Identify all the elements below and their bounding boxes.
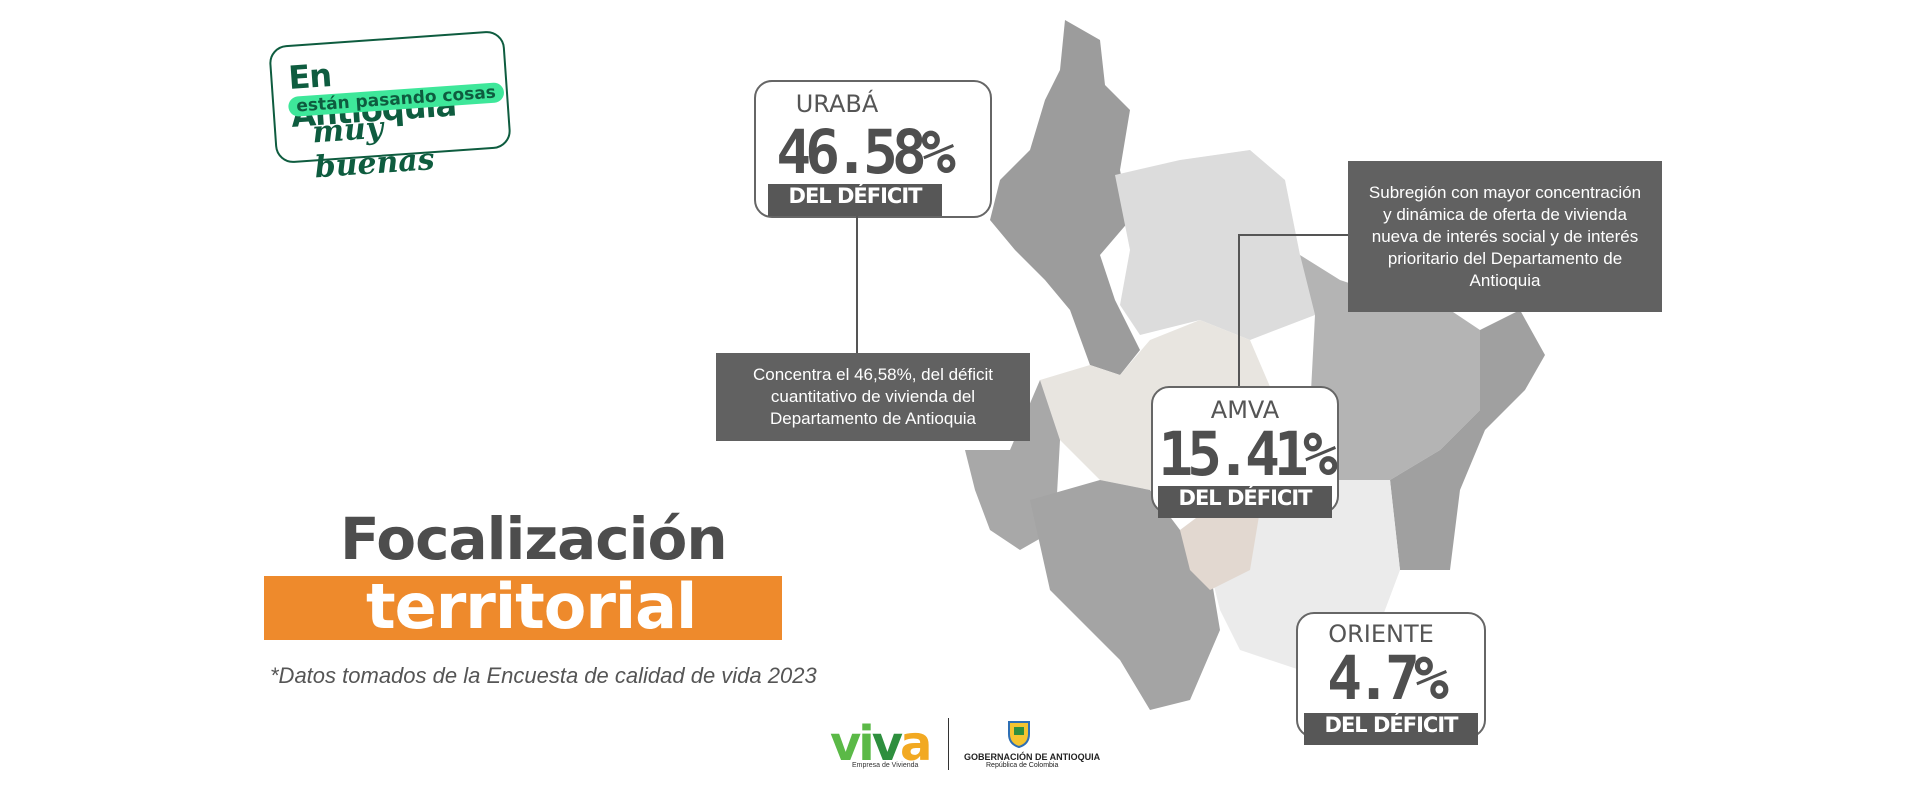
uraba-info-box: Concentra el 46,58%, del déficit cuantit… [716, 353, 1030, 441]
gobernacion-subtitle: República de Colombia [986, 762, 1059, 769]
badge-line-3: muy buenas [311, 110, 436, 186]
coat-of-arms-icon [1008, 721, 1030, 748]
oriente-callout: ORIENTE 4.7% [1296, 612, 1486, 738]
title-line-2: territorial [366, 570, 697, 643]
region-percent: 4.7% [1327, 642, 1449, 714]
map-region-suroeste [1030, 480, 1220, 710]
region-name: ORIENTE [1328, 620, 1434, 648]
amva-connector-horizontal [1238, 234, 1348, 236]
oriente-tag: DEL DÉFICIT [1304, 713, 1478, 745]
viva-logo-part-2: v [871, 716, 903, 772]
viva-logo-part-1: vi [830, 716, 875, 772]
amva-tag: DEL DÉFICIT [1158, 486, 1332, 518]
viva-logo: viva [830, 716, 932, 772]
uraba-tag: DEL DÉFICIT [768, 184, 942, 216]
footer-divider [948, 718, 949, 770]
viva-logo-part-3: a [900, 716, 932, 772]
campaign-badge: En Antioquia están pasando cosas muy bue… [268, 29, 512, 185]
map-region-amva [1180, 500, 1260, 590]
map-region-norte [1115, 150, 1315, 340]
gobernacion-name: GOBERNACIÓN DE ANTIOQUIA [964, 752, 1101, 762]
map-region-magdalena-medio [1390, 310, 1545, 570]
title-highlight-bar [264, 576, 782, 640]
title-line-1: Focalización [340, 505, 728, 573]
map-region-uraba [990, 20, 1140, 375]
region-percent: 46.58% [776, 116, 956, 188]
region-name: AMVA [1210, 396, 1280, 424]
uraba-connector [856, 216, 858, 354]
source-note: *Datos tomados de la Encuesta de calidad… [270, 663, 817, 688]
amva-connector-vertical [1238, 234, 1240, 386]
region-name: URABÁ [795, 90, 879, 118]
region-percent: 15.41% [1158, 418, 1338, 490]
viva-subtitle: Empresa de Vivienda [852, 762, 919, 769]
amva-info-box: Subregión con mayor concentración y diná… [1348, 161, 1662, 312]
